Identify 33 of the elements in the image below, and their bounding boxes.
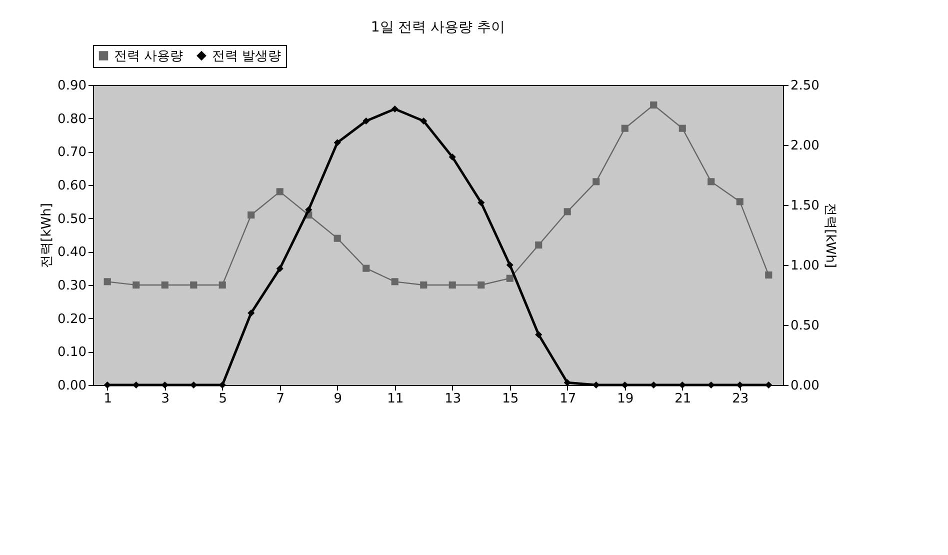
- y-tick-label: 0.80: [58, 112, 86, 127]
- y2-tick-label: 2.50: [790, 78, 820, 94]
- x-tick-label: 5: [218, 392, 228, 406]
- y-tick-label: 0.00: [58, 378, 86, 394]
- x-tick-label: 15: [502, 392, 519, 406]
- x-tick-label: 13: [444, 392, 462, 406]
- y2-tick-label: 2.00: [790, 138, 820, 154]
- legend-label: 전력 사용량: [114, 48, 184, 64]
- x-tick-label: 7: [276, 392, 285, 406]
- y2-axis-title: 전력[kWh]: [822, 203, 838, 268]
- y-tick-label: 0.40: [58, 245, 86, 260]
- y2-tick-label: 0.50: [790, 318, 820, 334]
- x-tick-label: 23: [732, 392, 749, 406]
- y-axis-title: 전력[kWh]: [40, 203, 55, 268]
- y-tick-label: 0.60: [58, 178, 86, 194]
- chart-title: 1일 전력 사용량 추이: [370, 20, 506, 36]
- x-tick-label: 9: [334, 392, 342, 406]
- y-tick-label: 0.20: [58, 312, 86, 327]
- y-tick-label: 0.10: [58, 345, 86, 360]
- x-tick-label: 11: [387, 392, 404, 406]
- x-tick-label: 21: [674, 392, 692, 406]
- y2-tick-label: 1.00: [790, 258, 820, 274]
- y-tick-label: 0.70: [58, 145, 86, 160]
- x-tick-label: 1: [104, 392, 112, 406]
- y-tick-label: 0.30: [58, 278, 86, 294]
- y-tick-label: 0.90: [58, 78, 86, 94]
- y-tick-label: 0.50: [58, 212, 86, 227]
- x-tick-label: 3: [161, 392, 170, 406]
- x-tick-label: 17: [560, 392, 576, 406]
- legend-label: 전력 발생량: [212, 48, 282, 64]
- y2-tick-label: 1.50: [790, 198, 820, 214]
- x-tick-label: 19: [617, 392, 634, 406]
- y2-tick-label: 0.00: [790, 378, 820, 394]
